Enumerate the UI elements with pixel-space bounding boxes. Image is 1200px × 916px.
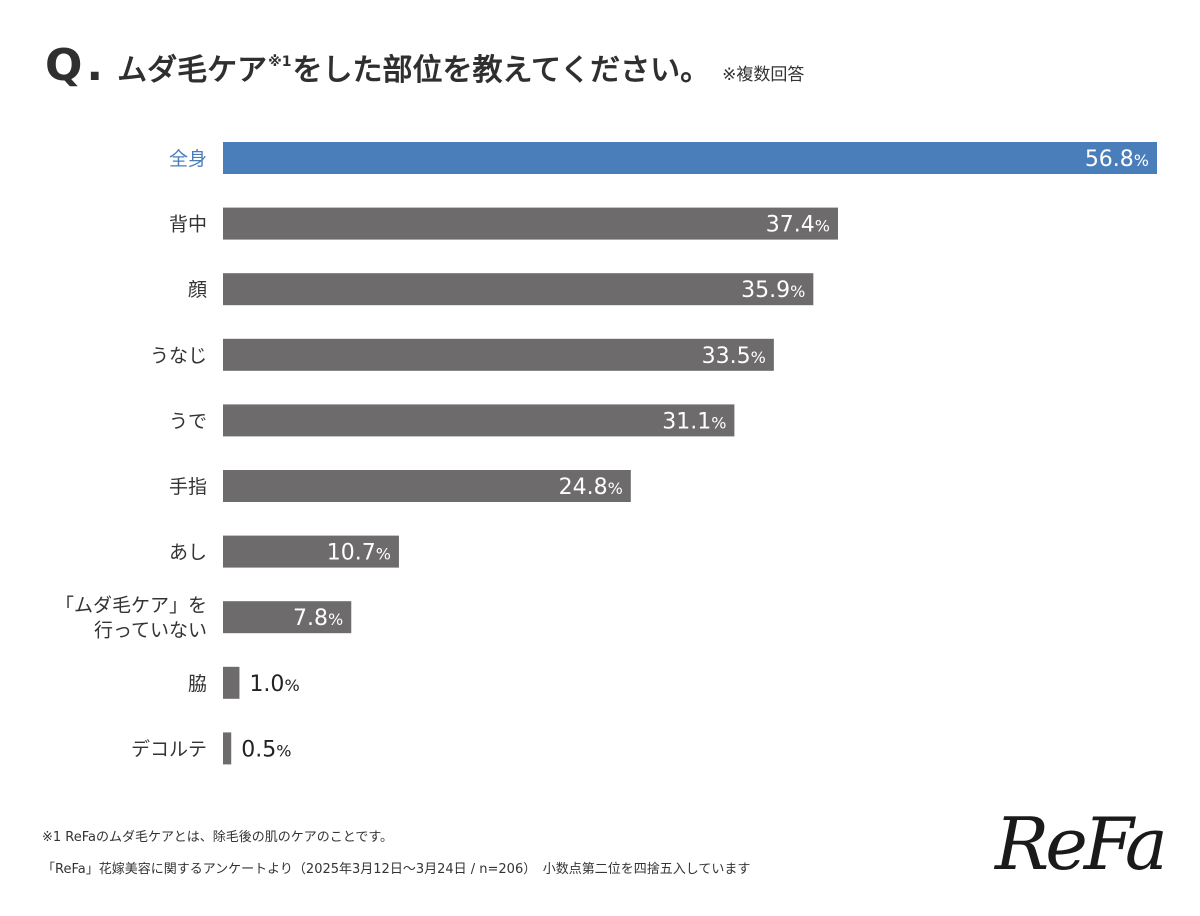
category-label: 手指 xyxy=(169,476,207,498)
title-text-after: をした部位を教えてください。 xyxy=(292,53,711,88)
bar xyxy=(223,404,735,437)
category-label: 顔 xyxy=(188,279,207,301)
title-note: ※複数回答 xyxy=(722,65,805,85)
value-label: 33.5% xyxy=(702,344,766,369)
category-label: 背中 xyxy=(169,214,207,236)
bar xyxy=(223,142,1157,174)
title-text-before: ムダ毛ケア xyxy=(117,53,268,88)
question-mark-q: Q xyxy=(45,40,83,91)
value-label: 7.8% xyxy=(293,606,343,631)
bar xyxy=(223,207,838,240)
bar xyxy=(223,732,232,765)
category-label: デコルテ xyxy=(131,738,207,760)
category-label: あし xyxy=(169,542,207,564)
bar xyxy=(223,273,814,306)
question-mark-dot: . xyxy=(86,40,104,91)
category-label: うなじ xyxy=(150,345,207,367)
bar xyxy=(223,470,631,502)
category-label: 「ムダ毛ケア」を行っていない xyxy=(55,595,207,642)
bar xyxy=(223,666,240,699)
refa-logo: ReFa xyxy=(995,802,1168,886)
category-label: うで xyxy=(169,410,207,432)
value-label: 35.9% xyxy=(741,278,805,303)
title-superscript: ※1 xyxy=(268,54,292,70)
value-label: 1.0% xyxy=(249,672,299,697)
value-label: 37.4% xyxy=(766,213,830,238)
bar xyxy=(223,601,352,634)
footnote-definition: ※1 ReFaのムダ毛ケアとは、除毛後の肌のケアのことです。 xyxy=(42,830,394,845)
bar xyxy=(223,338,774,371)
footnote-source: 「ReFa」花嫁美容に関するアンケートより（2025年3月12日〜3月24日 /… xyxy=(42,862,751,877)
value-label: 0.5% xyxy=(241,737,291,762)
value-label: 31.1% xyxy=(662,409,726,434)
value-label: 10.7% xyxy=(327,541,391,566)
value-label: 24.8% xyxy=(559,475,623,500)
chart-title: Q. ムダ毛ケア ※1 をした部位を教えてください。 ※複数回答 xyxy=(45,40,804,91)
category-label: 脇 xyxy=(188,673,207,695)
bar xyxy=(223,535,399,568)
category-label: 全身 xyxy=(169,148,207,170)
value-label: 56.8% xyxy=(1085,147,1149,172)
